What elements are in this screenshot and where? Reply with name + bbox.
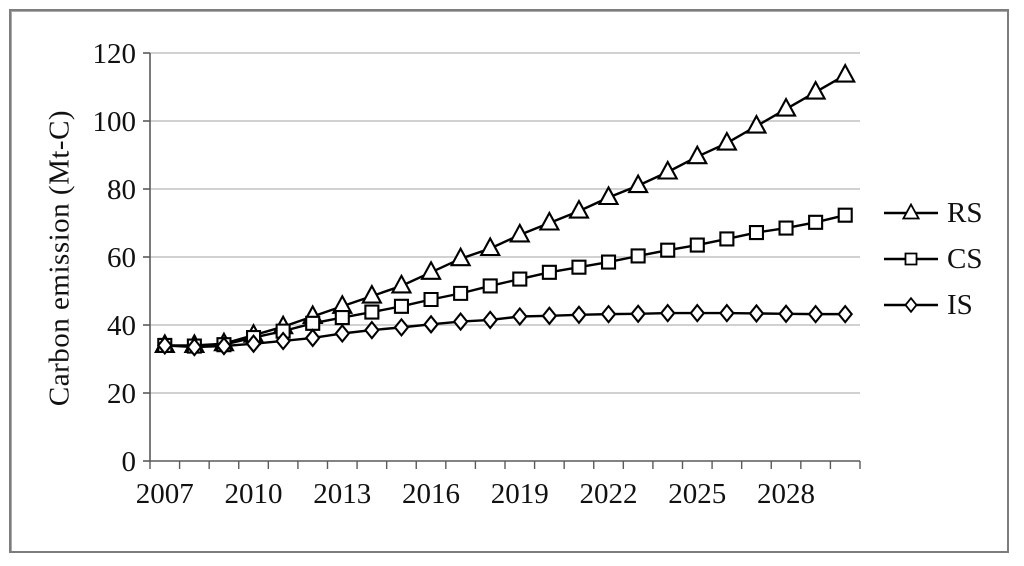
legend-label-rs: RS xyxy=(947,196,983,229)
legend-item-cs: CS xyxy=(884,242,983,275)
square-marker xyxy=(305,315,321,331)
triangle-marker xyxy=(361,283,383,304)
square-marker xyxy=(541,264,557,280)
square-marker xyxy=(512,271,528,287)
triangle-marker xyxy=(597,185,620,206)
series-markers-IS xyxy=(156,303,854,357)
diamond-marker xyxy=(423,314,439,334)
legend-label-cs: CS xyxy=(947,242,983,275)
diamond-marker xyxy=(334,323,351,344)
x-tick-label: 2013 xyxy=(313,478,371,510)
diamond-marker xyxy=(541,306,558,326)
x-tick-label: 2028 xyxy=(757,478,815,510)
diamond-marker xyxy=(659,303,676,323)
square-marker xyxy=(778,220,794,236)
diamond-marker xyxy=(630,304,646,324)
x-tick-label: 2025 xyxy=(668,478,726,510)
triangle-marker xyxy=(449,246,472,267)
triangle-marker xyxy=(775,96,797,117)
y-tick-label: 100 xyxy=(93,106,137,138)
diamond-marker xyxy=(719,303,735,323)
triangle-marker xyxy=(390,273,413,294)
square-marker xyxy=(808,214,824,230)
x-tick-label: 2022 xyxy=(580,478,638,510)
square-marker xyxy=(423,291,439,308)
chart-legend: RS CS IS xyxy=(884,196,983,321)
cs-square-marker-icon xyxy=(884,249,938,269)
diamond-marker xyxy=(245,334,262,354)
square-marker xyxy=(364,304,380,320)
triangle-marker xyxy=(509,222,531,243)
triangle-marker xyxy=(479,236,501,257)
diamond-marker xyxy=(571,305,587,325)
square-marker xyxy=(904,252,918,266)
diamond-marker xyxy=(156,335,173,356)
square-marker xyxy=(660,242,676,258)
diamond-marker xyxy=(807,304,824,324)
diamond-marker xyxy=(393,317,410,338)
y-tick-label: 40 xyxy=(107,310,136,342)
square-marker xyxy=(630,248,646,264)
square-marker xyxy=(482,278,498,294)
triangle-marker xyxy=(627,173,649,194)
y-tick-label: 60 xyxy=(107,242,136,274)
triangle-marker xyxy=(568,198,590,219)
diamond-marker xyxy=(216,336,232,356)
diamond-marker xyxy=(186,337,203,357)
diamond-marker xyxy=(748,303,765,324)
diamond-marker xyxy=(364,320,380,340)
square-marker xyxy=(393,298,410,314)
legend-item-is: IS xyxy=(884,288,982,321)
diamond-marker xyxy=(600,304,617,324)
triangle-marker xyxy=(686,144,709,165)
rs-triangle-marker-icon xyxy=(884,203,938,223)
y-tick-label: 120 xyxy=(93,38,137,70)
y-tick-label: 0 xyxy=(122,446,137,478)
square-marker xyxy=(275,323,291,339)
series-line-CS xyxy=(164,214,846,348)
y-tick-label: 20 xyxy=(107,378,136,410)
triangle-marker xyxy=(716,130,738,151)
square-marker xyxy=(571,259,587,275)
square-marker xyxy=(453,285,469,301)
series-line-RS xyxy=(164,74,846,347)
diamond-marker xyxy=(482,310,499,330)
legend-item-rs: RS xyxy=(884,196,983,229)
series-markers-CS xyxy=(157,207,853,354)
triangle-marker xyxy=(656,159,679,180)
square-marker xyxy=(600,254,617,270)
series-line-IS xyxy=(164,311,846,349)
diamond-marker xyxy=(689,303,706,323)
diamond-marker xyxy=(511,306,528,327)
x-tick-label: 2010 xyxy=(225,478,283,510)
y-tick-label: 80 xyxy=(107,174,136,206)
legend-label-is: IS xyxy=(947,288,973,321)
triangle-marker xyxy=(834,62,856,83)
triangle-marker xyxy=(420,260,442,280)
x-tick-label: 2016 xyxy=(402,478,460,510)
is-diamond-marker-icon xyxy=(884,295,938,315)
triangle-marker xyxy=(901,203,921,220)
triangle-marker xyxy=(538,210,561,231)
diamond-marker xyxy=(778,304,794,324)
x-tick-label: 2007 xyxy=(136,478,194,510)
diamond-marker xyxy=(837,304,854,324)
series-markers-RS xyxy=(154,62,856,353)
diamond-marker xyxy=(275,331,291,351)
square-marker xyxy=(334,309,350,326)
triangle-marker xyxy=(804,79,827,100)
square-marker xyxy=(748,224,765,241)
square-marker xyxy=(837,207,853,223)
diamond-marker xyxy=(904,296,918,314)
square-marker xyxy=(719,231,735,247)
square-marker xyxy=(689,237,705,253)
triangle-marker xyxy=(745,113,768,134)
diamond-marker xyxy=(304,328,321,348)
x-tick-label: 2019 xyxy=(491,478,549,510)
diamond-marker xyxy=(452,311,469,332)
y-axis-title: Carbon emission (Mt-C) xyxy=(43,109,76,407)
